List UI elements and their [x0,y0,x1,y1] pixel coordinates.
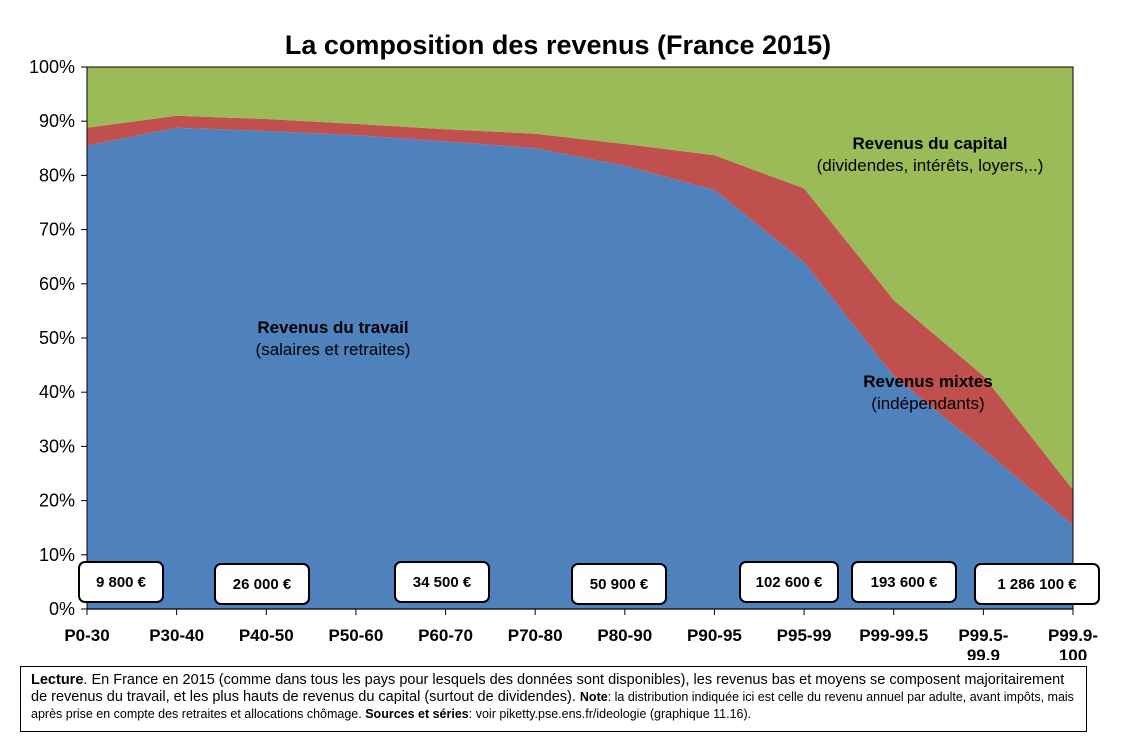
income-box-label: 102 600 € [756,574,823,591]
annotation-subtitle: (dividendes, intérêts, loyers,..) [817,156,1044,175]
lecture-text: . En France en 2015 (comme dans tous les… [31,672,1065,705]
annotations: Revenus du travail (salaires et retraites… [256,134,1044,413]
income-box [974,563,1100,605]
x-tick-label: P0-30 [64,626,109,645]
y-tick-label: 40% [39,382,75,402]
area-revenus-du-capital [87,67,1073,490]
x-tick-label: P99.5-99.9 [958,626,1008,660]
x-tick-label: P40-50 [239,626,294,645]
income-box [214,563,310,605]
y-tick-label: 10% [39,545,75,565]
sources-label: Sources et séries [365,707,469,721]
income-box-label: 1 286 100 € [997,576,1077,593]
y-tick-label: 30% [39,436,75,456]
y-tick-label: 70% [39,220,75,240]
y-tick-label: 90% [39,111,75,131]
income-box [78,561,164,603]
x-tick-label: P99-99.5 [859,626,928,645]
income-boxes: 9 800 € 26 000 € 34 500 € 50 900 € 102 600 €… [78,561,1100,605]
annotation-subtitle: (salaires et retraites) [256,340,411,359]
x-tick-label: P30-40 [149,626,204,645]
x-tick-label: P95-99 [777,626,832,645]
note-label: Note [579,690,608,704]
chart-title: La composition des revenus (France 2015) [285,30,831,60]
y-tick-label: 50% [39,328,75,348]
x-tick-label: P70-80 [508,626,563,645]
income-box-label: 193 600 € [871,574,938,591]
y-tick-label: 20% [39,491,75,511]
income-box-label: 50 900 € [590,576,649,593]
y-tick-label: 60% [39,274,75,294]
axes: 0% 10% 20% 30% 40% 50% 60% 70% 80% 90% 100% P0-30 P3… [29,57,1098,660]
y-tick-label: 100% [29,57,75,77]
area-revenus-du-travail [87,127,1073,609]
annotation-subtitle: (indépendants) [871,394,984,413]
x-tick-label: P99.9-100 [1048,626,1098,660]
income-box-label: 34 500 € [413,574,472,591]
area-revenus-mixtes [87,115,1073,526]
income-box [739,561,839,603]
income-box [394,561,490,603]
lecture-label: Lecture [31,672,84,688]
annotation-title: Revenus du travail [257,318,408,337]
annotation-title: Revenus mixtes [863,372,992,391]
annotation-title: Revenus du capital [853,134,1008,153]
y-tick-label: 0% [49,599,75,619]
income-box-label: 9 800 € [96,574,147,591]
income-box [851,561,957,603]
x-tick-label: P90-95 [687,626,742,645]
x-tick-label: P80-90 [597,626,652,645]
x-tick-label: P60-70 [418,626,473,645]
income-box [571,563,667,605]
income-box-label: 26 000 € [233,576,292,593]
sources-text: : voir piketty.pse.ens.fr/ideologie (gra… [468,707,752,721]
reading-note: Lecture. En France en 2015 (comme dans t… [20,666,1087,732]
note-text: : la distribution indiquée ici est celle… [31,690,1074,721]
y-tick-label: 80% [39,165,75,185]
chart: La composition des revenus (France 2015)… [29,30,1100,660]
x-tick-label: P50-60 [328,626,383,645]
area-layer [87,67,1073,609]
